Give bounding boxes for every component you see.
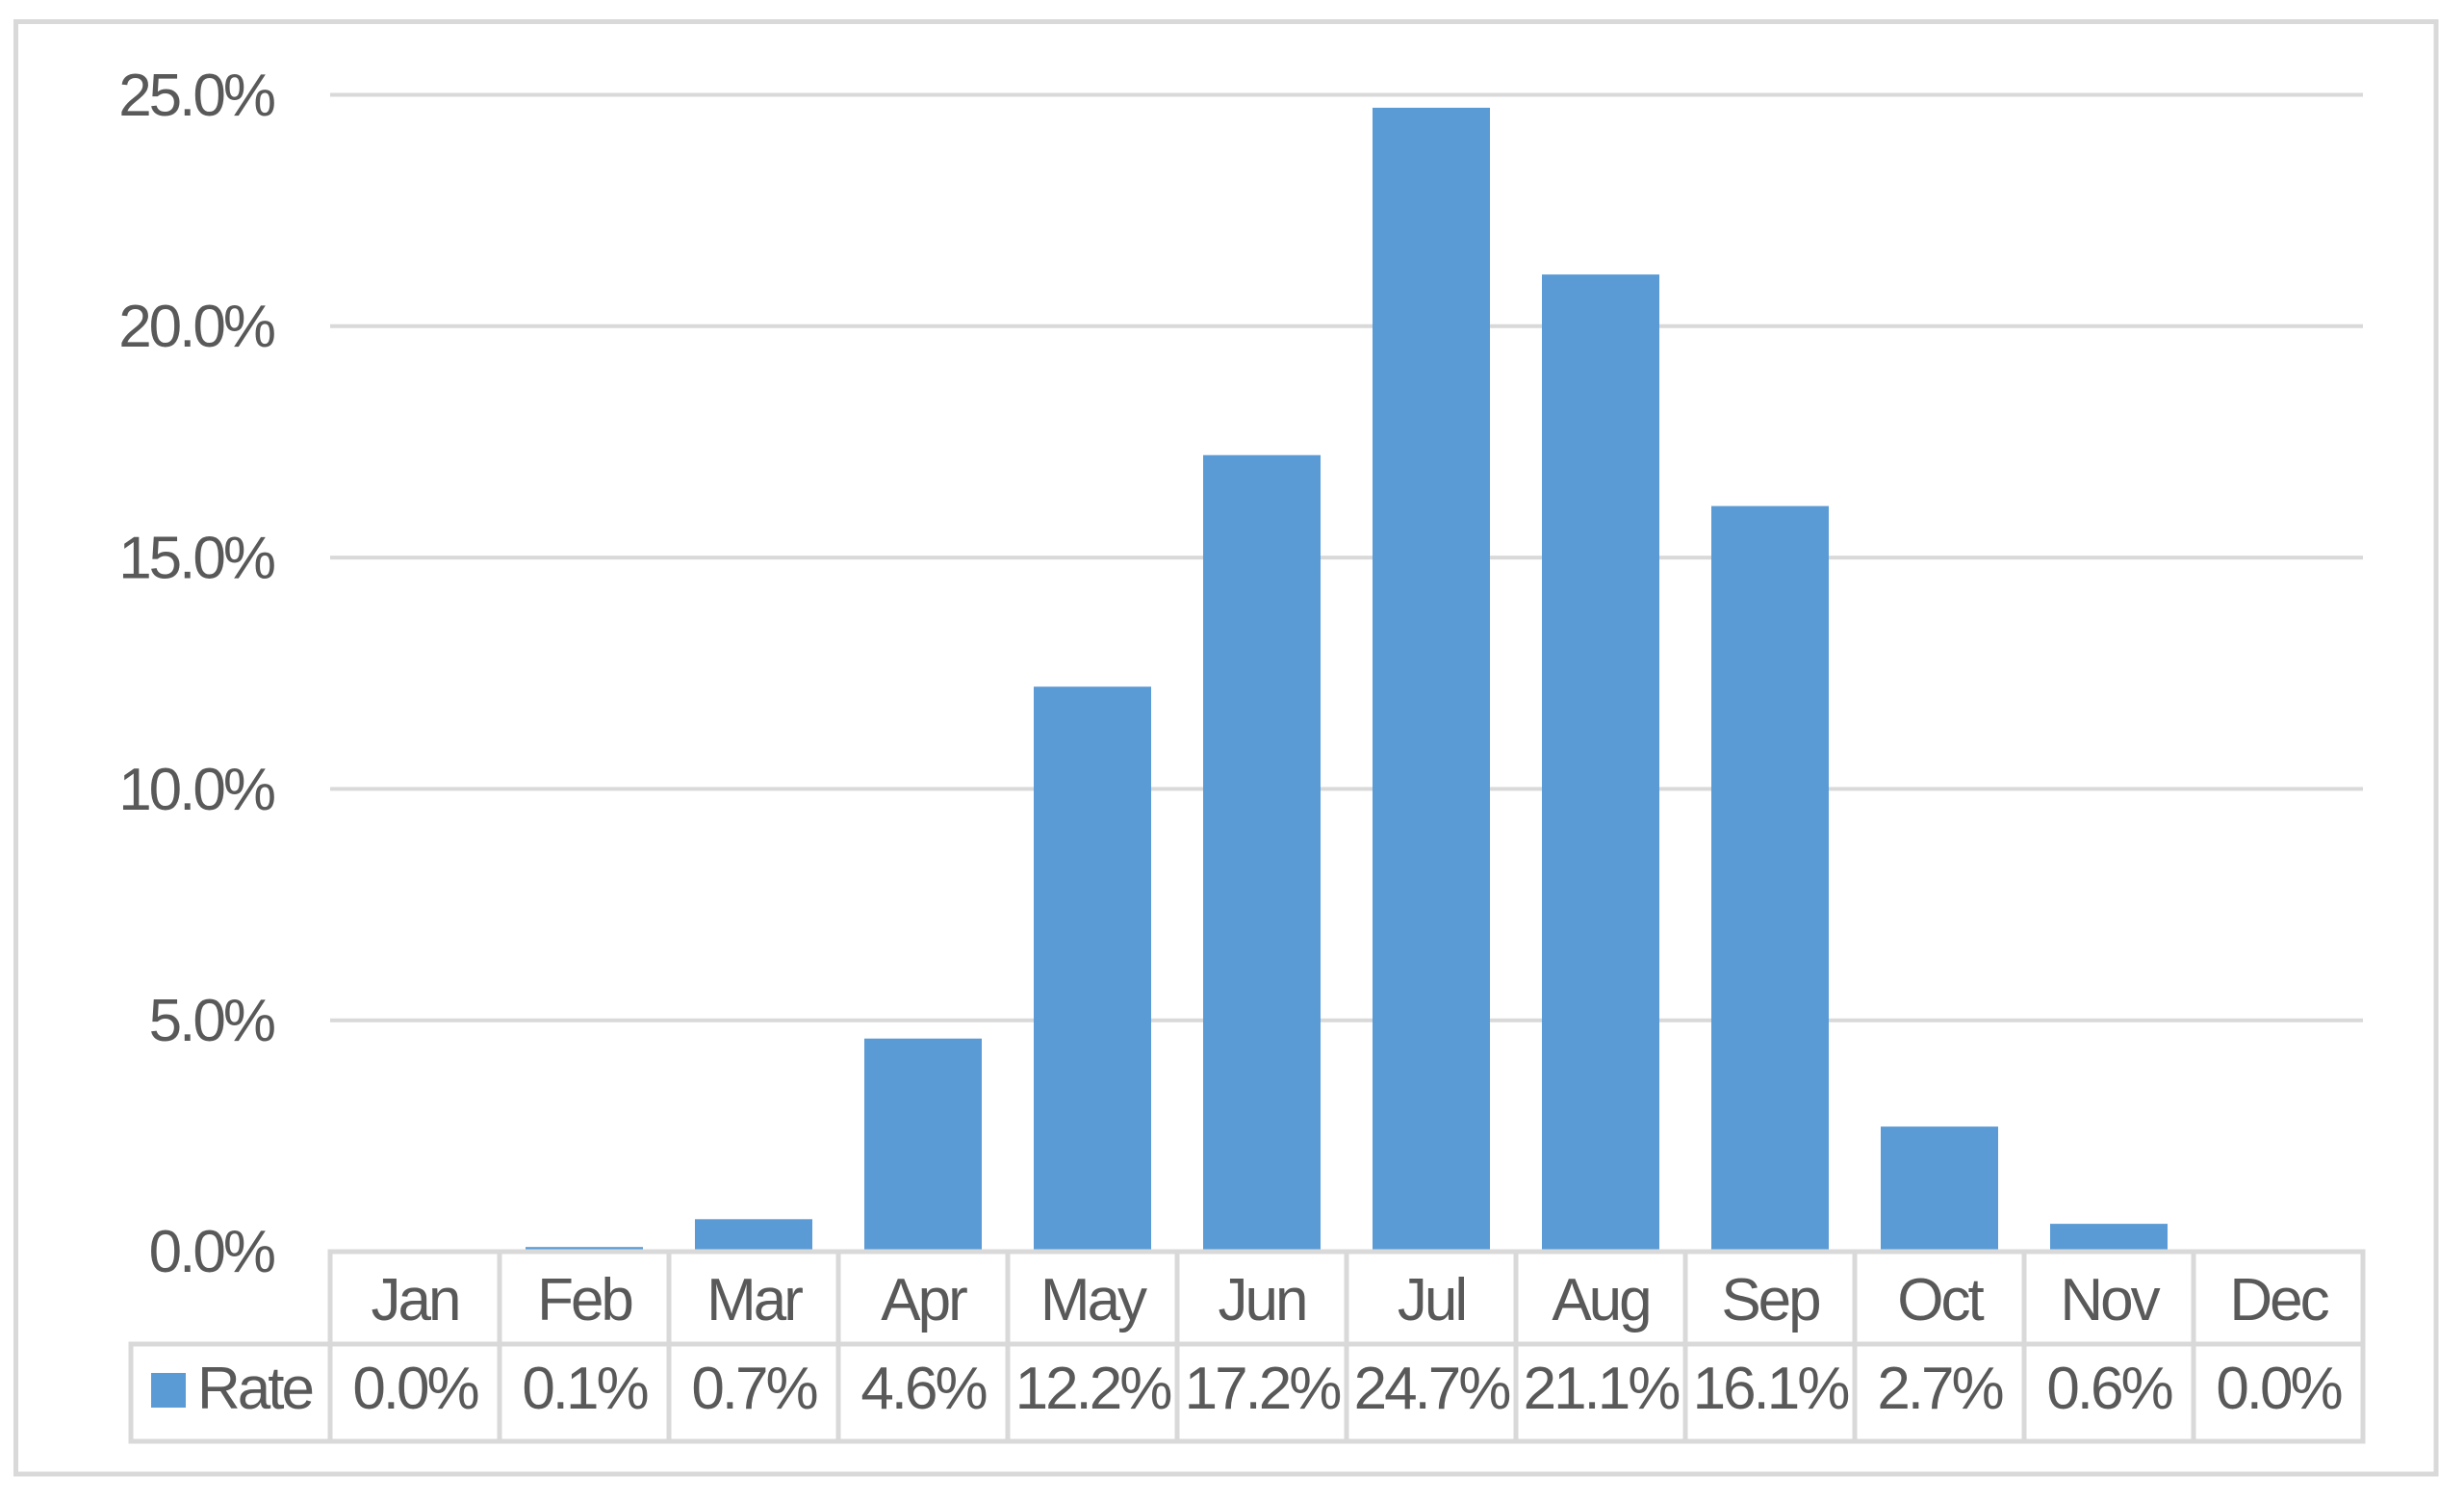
svg-text:0.0%: 0.0% bbox=[149, 1219, 274, 1285]
svg-text:0.1%: 0.1% bbox=[522, 1356, 647, 1422]
svg-text:17.2%: 17.2% bbox=[1185, 1356, 1341, 1422]
svg-text:May: May bbox=[1040, 1267, 1147, 1333]
svg-text:12.2%: 12.2% bbox=[1015, 1356, 1171, 1422]
svg-text:Jun: Jun bbox=[1219, 1267, 1306, 1333]
svg-text:Dec: Dec bbox=[2229, 1267, 2328, 1333]
svg-text:Rate: Rate bbox=[197, 1356, 312, 1422]
svg-text:24.7%: 24.7% bbox=[1354, 1356, 1510, 1422]
svg-text:Nov: Nov bbox=[2060, 1267, 2160, 1333]
svg-text:0.0%: 0.0% bbox=[352, 1356, 477, 1422]
svg-text:Jul: Jul bbox=[1398, 1267, 1465, 1333]
svg-text:Oct: Oct bbox=[1897, 1267, 1984, 1333]
svg-text:4.6%: 4.6% bbox=[860, 1356, 986, 1422]
svg-text:0.0%: 0.0% bbox=[2216, 1356, 2341, 1422]
svg-text:Jan: Jan bbox=[372, 1267, 459, 1333]
svg-text:10.0%: 10.0% bbox=[118, 757, 274, 823]
svg-text:2.7%: 2.7% bbox=[1877, 1356, 2002, 1422]
svg-text:15.0%: 15.0% bbox=[118, 526, 274, 592]
svg-text:21.1%: 21.1% bbox=[1524, 1356, 1680, 1422]
svg-text:0.7%: 0.7% bbox=[691, 1356, 816, 1422]
svg-text:5.0%: 5.0% bbox=[149, 988, 274, 1054]
svg-text:Feb: Feb bbox=[537, 1267, 631, 1333]
svg-text:Aug: Aug bbox=[1552, 1267, 1649, 1333]
svg-text:20.0%: 20.0% bbox=[118, 294, 274, 360]
svg-text:Mar: Mar bbox=[706, 1267, 803, 1333]
svg-text:16.1%: 16.1% bbox=[1693, 1356, 1849, 1422]
svg-text:Apr: Apr bbox=[881, 1267, 967, 1333]
svg-text:Sep: Sep bbox=[1721, 1267, 1819, 1333]
svg-text:25.0%: 25.0% bbox=[118, 63, 274, 129]
svg-text:0.6%: 0.6% bbox=[2046, 1356, 2171, 1422]
